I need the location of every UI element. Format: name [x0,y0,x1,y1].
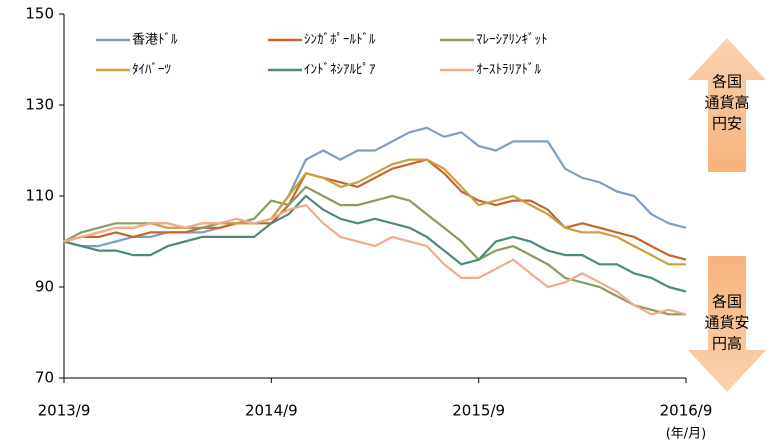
arrow-text: 円高 [712,335,742,353]
legend-label: 香港ﾄﾞﾙ [132,33,178,48]
arrow-text: 通貨高 [704,94,749,112]
x-tick-label: 2016/9 [660,402,713,420]
x-unit-label: (年/月) [666,427,707,442]
y-tick-label: 130 [25,96,54,114]
x-tick-label: 2013/9 [38,402,91,420]
x-tick-label: 2015/9 [452,402,505,420]
up-arrow [688,38,766,172]
legend-label: ﾏﾚｰｼｱﾘﾝｷﾞｯﾄ [476,33,548,48]
legend-label: ﾀｲﾊﾞｰﾂ [132,63,171,78]
arrow-text: 通貨安 [704,314,749,332]
y-tick-label: 110 [25,187,54,205]
y-tick-label: 70 [35,369,54,387]
down-arrow [688,256,766,392]
legend-label: ｲﾝﾄﾞﾈｼｱﾙﾋﾟｱ [304,63,376,78]
legend-label: ｵｰｽﾄﾗﾘｱﾄﾞﾙ [476,63,542,78]
x-tick-label: 2014/9 [245,402,298,420]
arrow-text: 各国 [712,73,742,91]
series-line [63,194,687,293]
y-tick-label: 90 [35,278,54,296]
series-line [63,158,687,261]
arrow-text: 円安 [712,115,742,133]
series-line [63,126,687,248]
series-line [63,204,687,316]
series-line [63,158,686,266]
arrow-text: 各国 [712,293,742,311]
y-tick-label: 150 [25,5,54,23]
legend-label: ｼﾝｶﾞﾎﾟｰﾙﾄﾞﾙ [304,33,376,48]
